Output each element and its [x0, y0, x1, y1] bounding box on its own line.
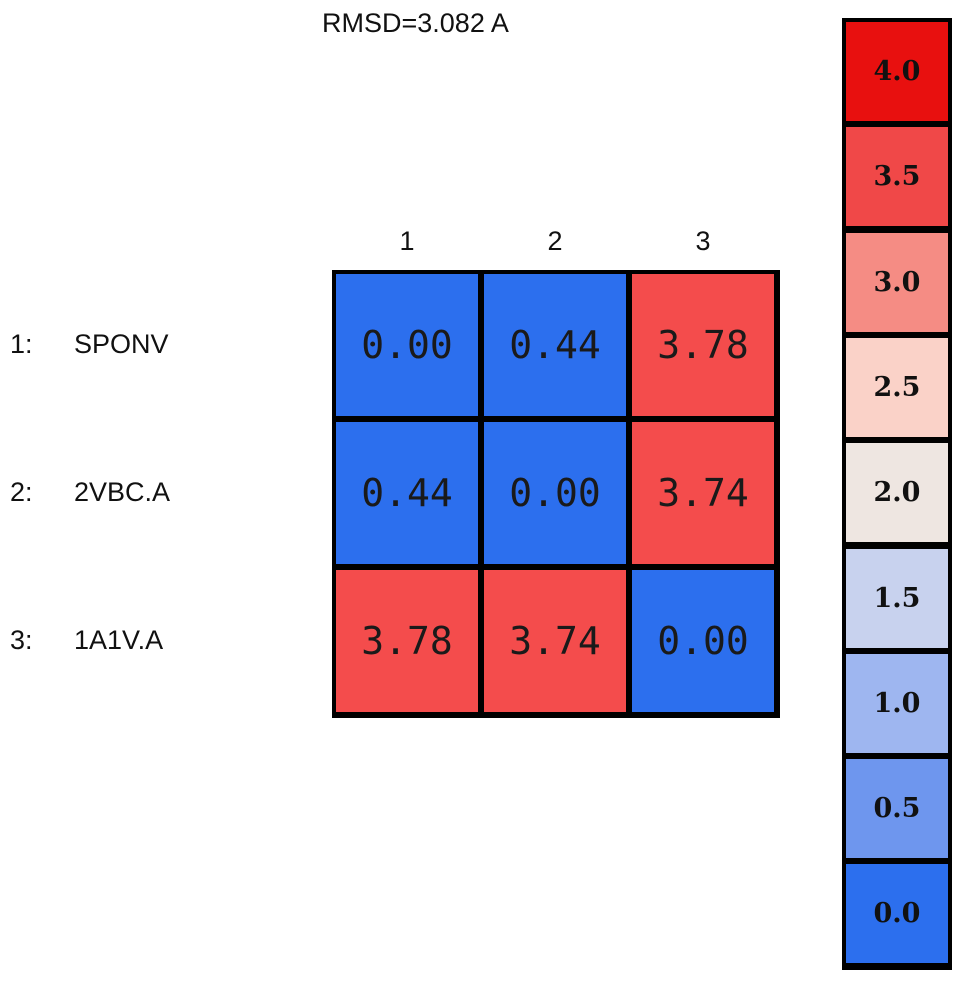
row-label-3: 3: 1A1V.A: [10, 625, 163, 656]
matrix-cell-2-3: 3.74: [632, 422, 774, 564]
matrix-cell-3-2: 3.74: [484, 570, 626, 712]
matrix-cell-2-2: 0.00: [484, 422, 626, 564]
row-name: SPONV: [74, 329, 169, 359]
row-index: 2:: [10, 477, 33, 507]
scale-swatch-1.5: 1.5: [846, 548, 948, 648]
color-scale-legend: 4.0 3.5 3.0 2.5 2.0 1.5 1.0 0.5 0.0: [842, 18, 952, 970]
scale-swatch-3.0: 3.0: [846, 232, 948, 332]
matrix-cell-3-1: 3.78: [336, 570, 478, 712]
chart-title: RMSD=3.082 A: [322, 8, 509, 38]
row-index: 1:: [10, 329, 33, 359]
scale-swatch-1.0: 1.0: [846, 653, 948, 753]
scale-swatch-3.5: 3.5: [846, 127, 948, 227]
matrix-cell-1-1: 0.00: [336, 274, 478, 416]
rmsd-matrix: 0.00 0.44 3.78 0.44 0.00 3.74 3.78 3.74 0.00: [332, 270, 780, 718]
scale-swatch-4.0: 4.0: [846, 22, 948, 121]
row-label-1: 1: SPONV: [10, 329, 169, 360]
row-name: 1A1V.A: [74, 625, 164, 655]
matrix-cell-2-1: 0.44: [336, 422, 478, 564]
scale-swatch-2.5: 2.5: [846, 337, 948, 437]
scale-swatch-0.5: 0.5: [846, 759, 948, 859]
column-header-2: 2: [547, 226, 563, 256]
row-name: 2VBC.A: [74, 477, 171, 507]
column-header-1: 1: [399, 226, 415, 256]
row-index: 3:: [10, 625, 33, 655]
matrix-cell-1-2: 0.44: [484, 274, 626, 416]
matrix-cell-3-3: 0.00: [632, 570, 774, 712]
matrix-cell-1-3: 3.78: [632, 274, 774, 416]
column-header-3: 3: [695, 226, 711, 256]
row-label-2: 2: 2VBC.A: [10, 477, 170, 508]
scale-swatch-2.0: 2.0: [846, 443, 948, 543]
scale-swatch-0.0: 0.0: [846, 864, 948, 964]
